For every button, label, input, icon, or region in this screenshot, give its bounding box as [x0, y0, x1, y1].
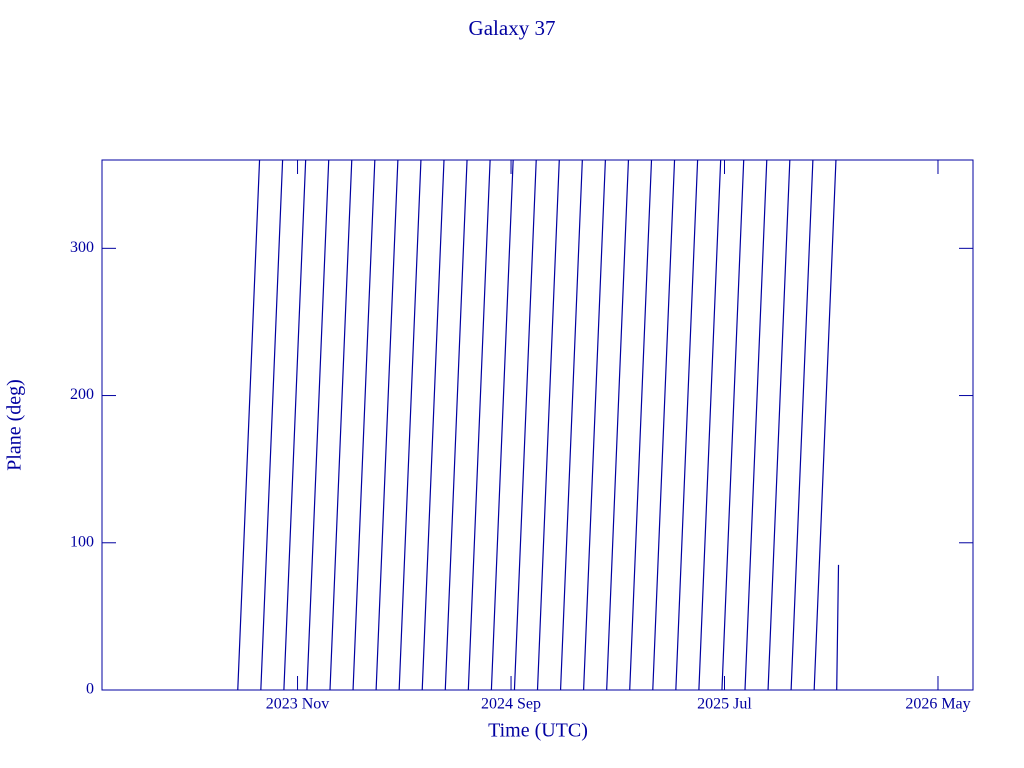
y-tick-label: 300	[70, 239, 94, 256]
y-tick-label: 200	[70, 386, 94, 403]
y-tick-label: 100	[70, 533, 94, 550]
x-tick-label: 2025 Jul	[697, 696, 752, 713]
chart-title: Galaxy 37	[469, 16, 556, 40]
x-tick-label: 2026 May	[905, 696, 970, 713]
data-line	[237, 159, 840, 691]
plot-frame	[101, 159, 974, 691]
y-axis-label: Plane (deg)	[4, 379, 26, 471]
y-tick-label: 0	[86, 681, 94, 698]
x-axis-label: Time (UTC)	[488, 720, 588, 742]
x-tick-label: 2024 Sep	[481, 696, 541, 713]
x-tick-label: 2023 Nov	[266, 696, 330, 713]
